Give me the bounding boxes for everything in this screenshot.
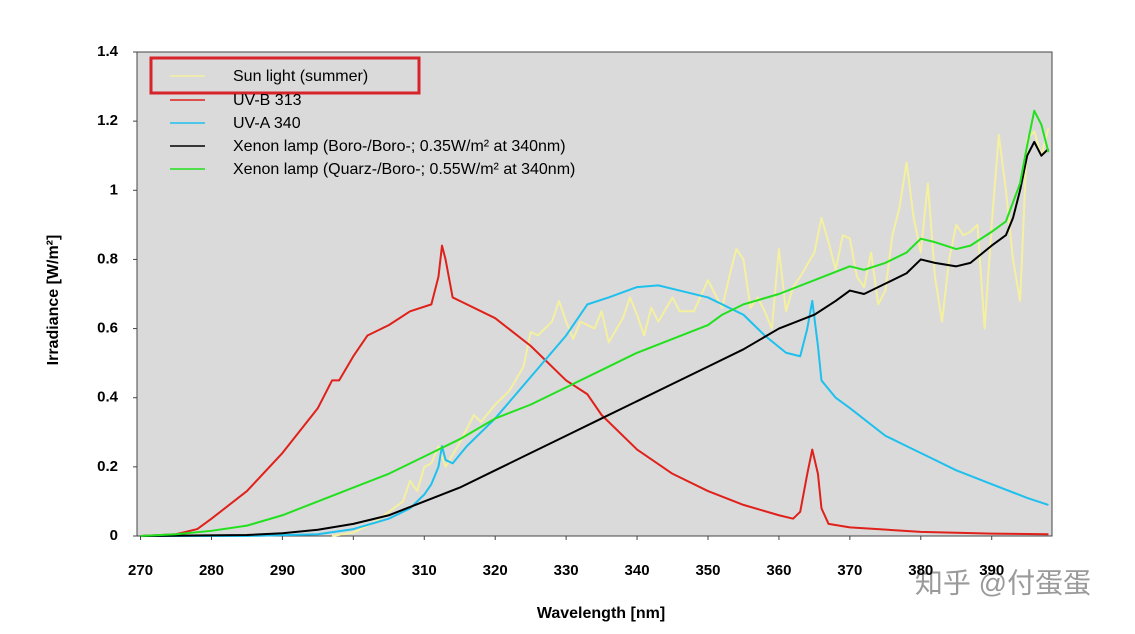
series-line: [140, 284, 1049, 537]
y-tick-label: 0.4: [97, 389, 119, 406]
y-tick-label: 1.2: [97, 112, 118, 129]
y-axis-label: Irradiance [W/m²]: [45, 235, 62, 366]
series-line: [140, 109, 1050, 537]
legend-label: UV-B 313: [233, 92, 302, 109]
x-tick-label: 330: [554, 562, 579, 579]
x-tick-label: 270: [128, 562, 153, 579]
highlight-box: [149, 56, 421, 95]
x-tick-label: 380: [908, 562, 933, 579]
y-tick-label: 0: [110, 527, 118, 544]
x-tick-label: 290: [270, 562, 295, 579]
series-group: [140, 109, 1050, 537]
plot-area: [136, 51, 1053, 537]
x-tick-label: 320: [483, 562, 508, 579]
series-line: [140, 244, 1049, 537]
x-tick-label: 300: [341, 562, 366, 579]
series-line: [140, 140, 1050, 537]
x-tick-label: 280: [199, 562, 224, 579]
legend-label: UV-A 340: [233, 115, 301, 132]
legend-label: Xenon lamp (Quarz-/Boro-; 0.55W/m² at 34…: [233, 161, 575, 178]
x-tick-label: 370: [837, 562, 862, 579]
y-tick-label: 0.6: [97, 320, 118, 337]
legend-label: Sun light (summer): [233, 68, 368, 85]
y-tick-label: 0.8: [97, 250, 118, 267]
x-tick-label: 360: [766, 562, 791, 579]
watermark: 知乎 @付蛋蛋: [915, 567, 1091, 598]
x-tick-label: 350: [695, 562, 720, 579]
x-axis-label: Wavelength [nm]: [537, 605, 665, 622]
x-tick-label: 390: [979, 562, 1004, 579]
y-tick-label: 0.2: [97, 458, 118, 475]
y-tick-label: 1: [110, 181, 118, 198]
series-line: [331, 127, 1050, 537]
x-tick-label: 340: [625, 562, 650, 579]
y-tick-label: 1.4: [97, 43, 119, 60]
x-tick-label: 310: [412, 562, 437, 579]
legend-label: Xenon lamp (Boro-/Boro-; 0.35W/m² at 340…: [233, 138, 566, 155]
